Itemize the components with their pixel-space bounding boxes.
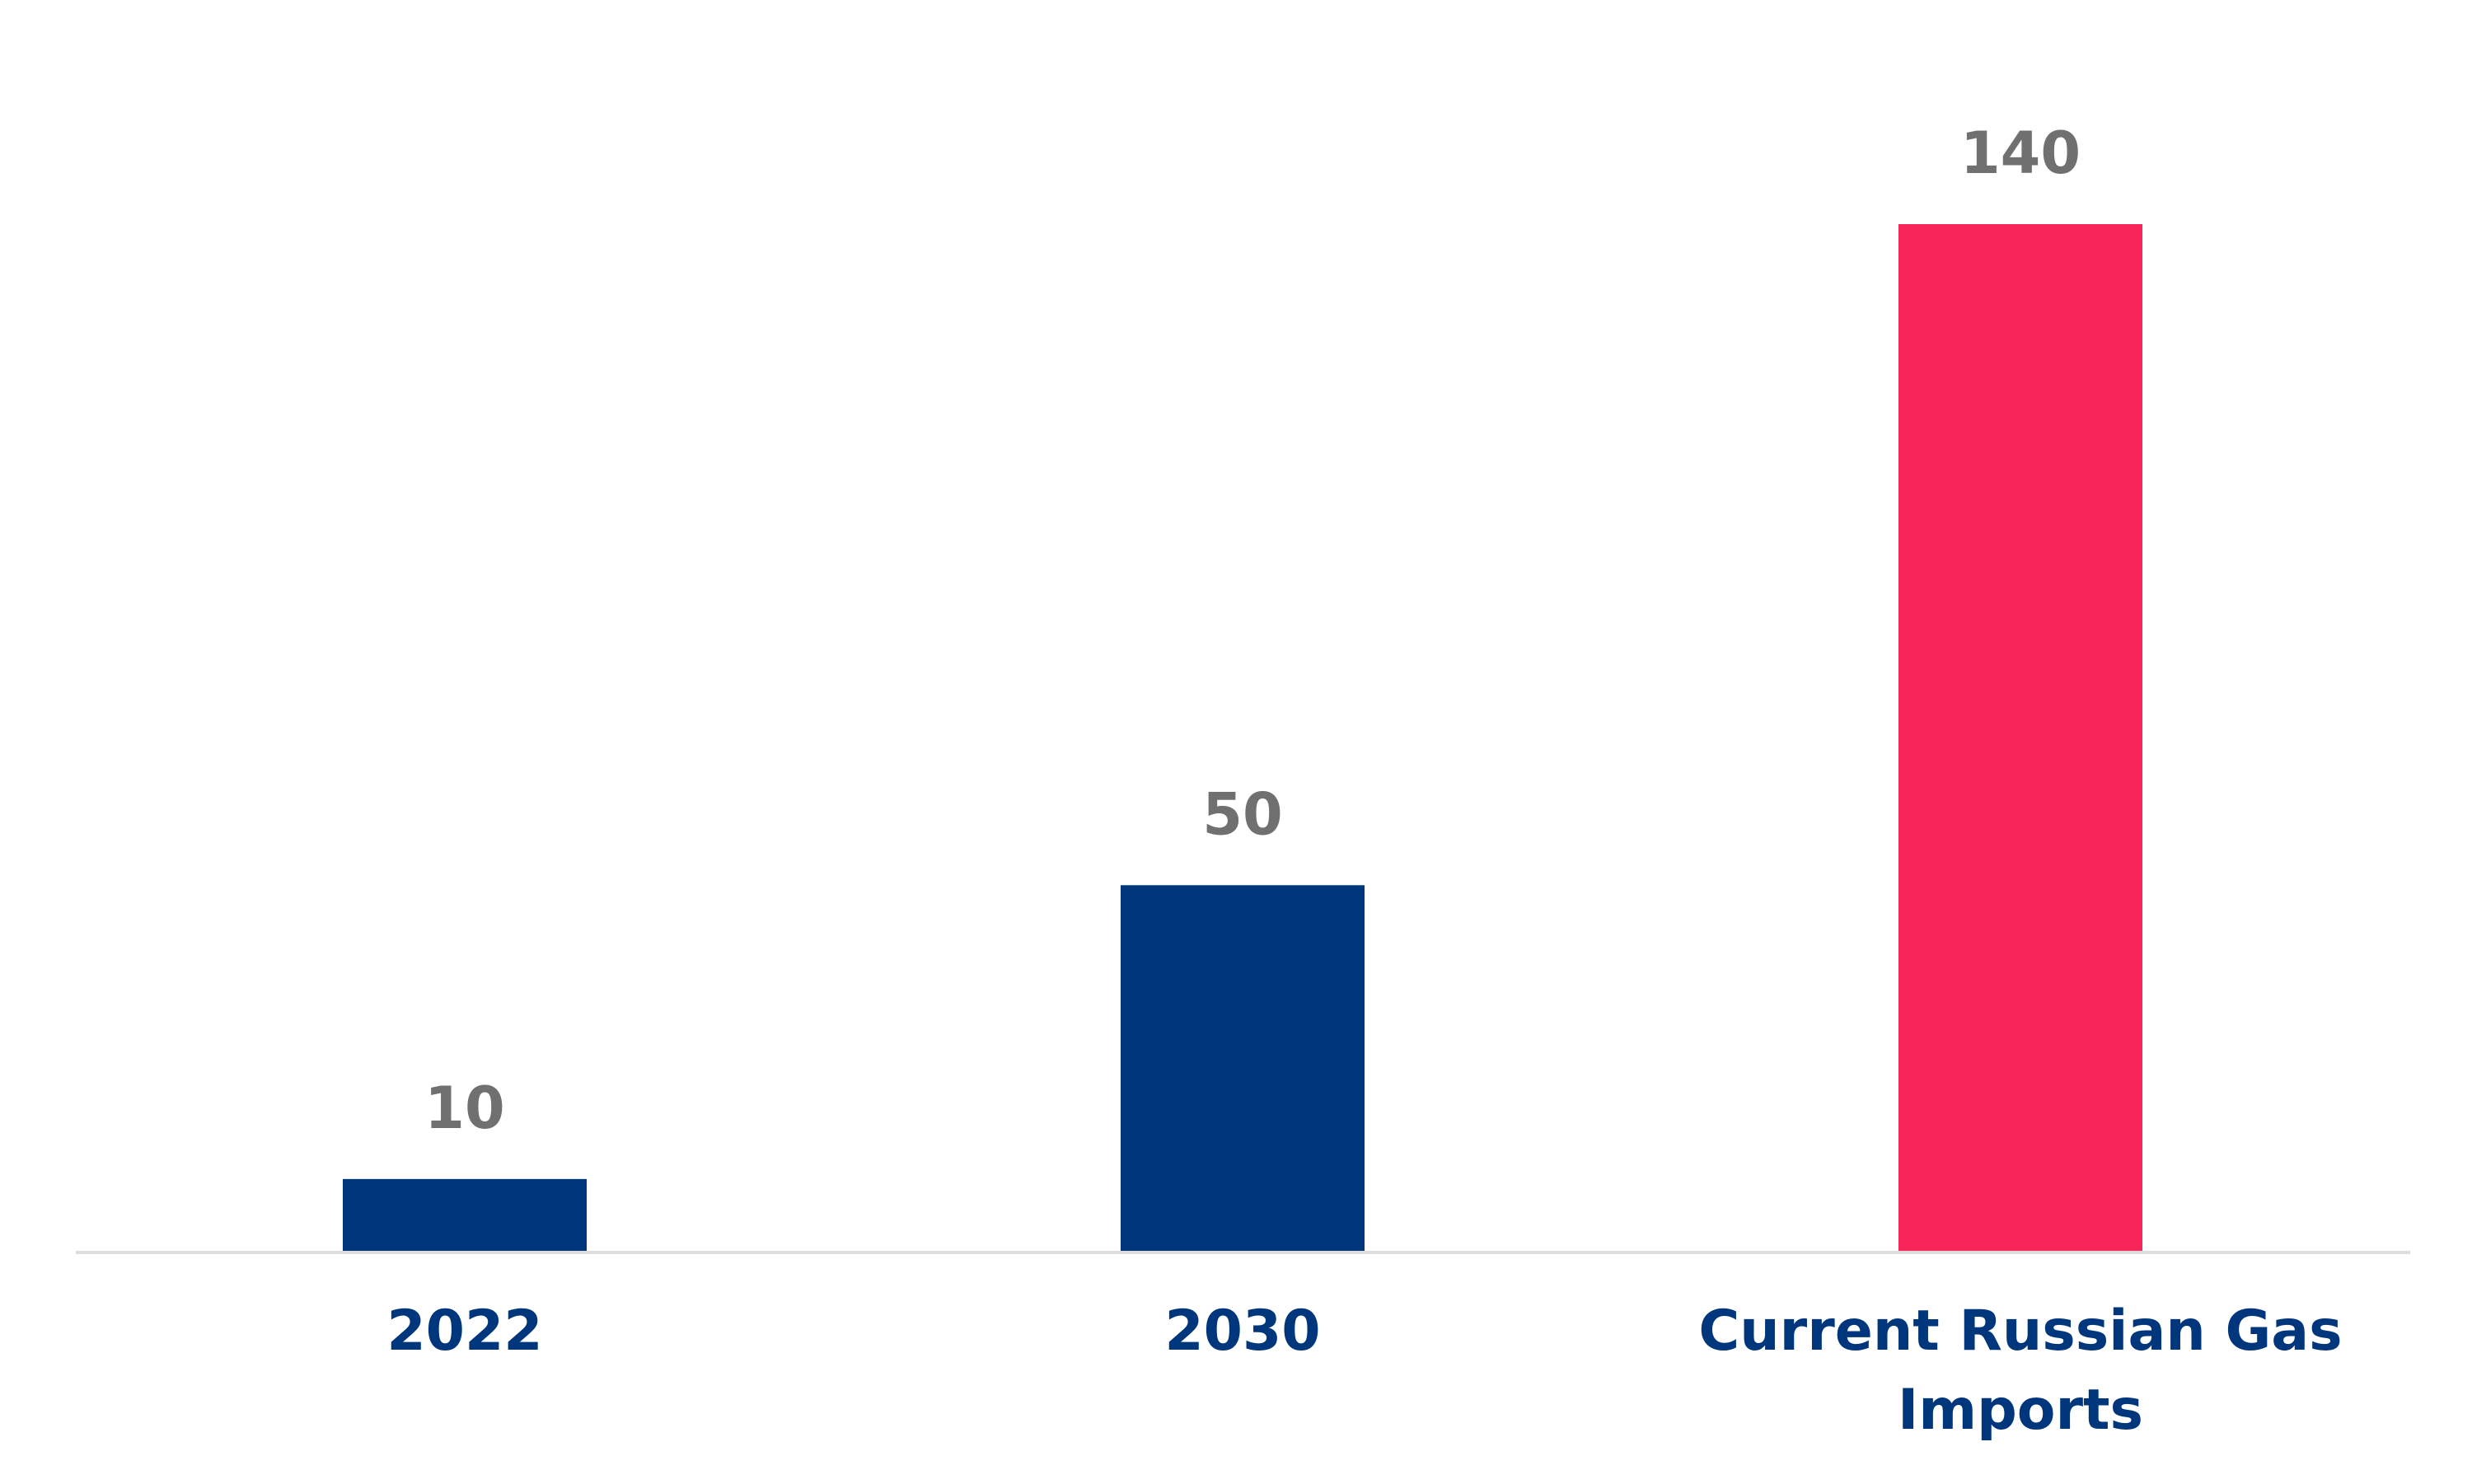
value-labels-group: 10 50 140 [424, 119, 2081, 1142]
bar-0 [343, 1178, 587, 1252]
category-label-2-line-0: Current Russian Gas [1698, 1299, 2342, 1364]
category-label-2-line-1: Imports [1898, 1378, 2143, 1443]
bar-2 [1898, 224, 2142, 1252]
category-labels-group: 2022 2030 Current Russian Gas Imports [386, 1299, 2342, 1443]
category-label-0-line-0: 2022 [386, 1299, 542, 1364]
bars-group [343, 224, 2142, 1252]
value-label-2: 140 [1960, 119, 2081, 187]
bar-1 [1121, 885, 1365, 1252]
category-label-1-line-0: 2030 [1164, 1299, 1320, 1364]
category-label-1: 2030 [1164, 1299, 1320, 1364]
value-label-1: 50 [1202, 780, 1282, 848]
value-label-0: 10 [424, 1074, 504, 1142]
category-label-2: Current Russian Gas Imports [1698, 1299, 2342, 1443]
category-label-0: 2022 [386, 1299, 542, 1364]
